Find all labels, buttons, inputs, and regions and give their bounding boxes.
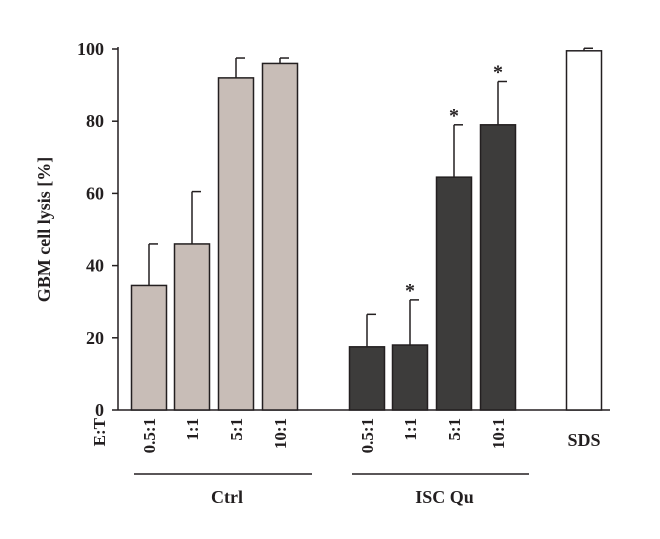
y-tick-label: 0 <box>95 400 104 420</box>
y-tick-label: 80 <box>86 111 104 131</box>
x-tick-label: 1:1 <box>183 418 202 441</box>
y-tick-label: 40 <box>86 256 104 276</box>
x-tick-label: 1:1 <box>401 418 420 441</box>
bar <box>130 284 168 411</box>
x-tick-label: SDS <box>567 430 600 450</box>
x-tick-label: 5:1 <box>445 418 464 441</box>
bar <box>565 50 603 411</box>
y-tick-label: 100 <box>77 39 104 59</box>
x-tick-label: 0.5:1 <box>358 418 377 453</box>
significance-marker: * <box>493 61 503 83</box>
x-tick-label: 0.5:1 <box>140 418 159 453</box>
bar <box>173 243 211 411</box>
bar <box>391 344 429 411</box>
y-axis-label: GBM cell lysis [%] <box>34 157 54 302</box>
group-label: Ctrl <box>211 487 243 507</box>
bar <box>348 346 386 411</box>
x-tick-label: 10:1 <box>489 418 508 449</box>
y-tick-label: 20 <box>86 328 104 348</box>
y-tick-label: 60 <box>86 183 104 203</box>
bar <box>261 62 299 411</box>
bar <box>479 124 517 411</box>
x-tick-label: 10:1 <box>271 418 290 449</box>
x-tick-label: 5:1 <box>227 418 246 441</box>
group-label: ISC Qu <box>415 487 474 507</box>
bar <box>435 176 473 411</box>
x-axis-prefix-label: E:T <box>90 417 109 446</box>
significance-marker: * <box>405 280 415 302</box>
bar <box>217 77 255 411</box>
significance-marker: * <box>449 105 459 127</box>
